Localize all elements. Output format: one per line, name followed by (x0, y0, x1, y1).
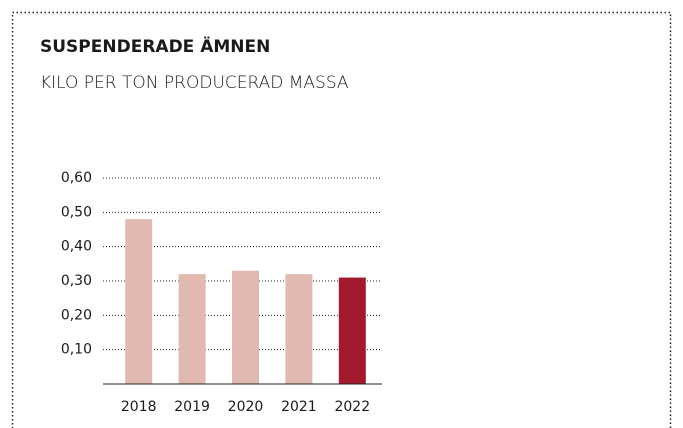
y-tick-label: 0,20 (61, 307, 92, 323)
bar (285, 274, 313, 384)
y-tick-label: 0,50 (61, 204, 92, 220)
x-tick-label: 2022 (334, 399, 370, 415)
x-tick-label: 2018 (121, 399, 157, 415)
chart-subtitle: KILO PER TON PRODUCERAD MASSA (40, 73, 349, 93)
chart-title: SUSPENDERADE ÄMNEN (40, 35, 270, 57)
bar (338, 277, 366, 384)
y-tick-label: 0,30 (61, 273, 92, 289)
x-tick-label: 2019 (174, 399, 210, 415)
y-tick-label: 0,60 (61, 170, 92, 186)
frame (11, 11, 672, 428)
y-tick-label: 0,40 (61, 239, 92, 255)
bar (232, 270, 259, 384)
y-tick-label: 0,10 (61, 342, 92, 358)
bar (125, 219, 153, 384)
x-tick-label: 2020 (228, 399, 264, 415)
x-tick-label: 2021 (281, 399, 317, 415)
bar (178, 274, 206, 384)
